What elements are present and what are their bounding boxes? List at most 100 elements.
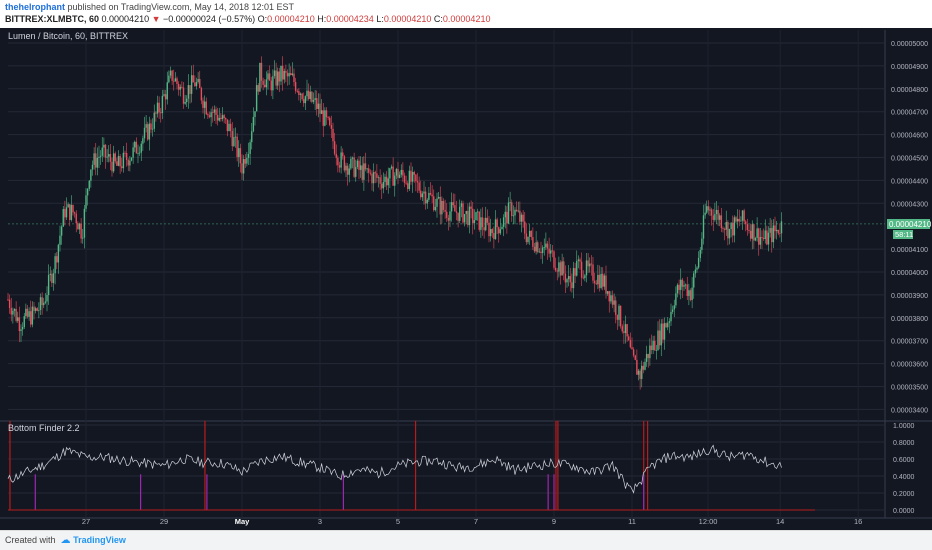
indicator-y-tick: 0.2000 [893,491,915,498]
candle [158,96,160,119]
candle [722,226,724,233]
candle [476,208,479,221]
candle [8,294,11,314]
candle [645,345,648,367]
candle [207,112,209,119]
tradingview-brand[interactable]: TradingView [73,535,126,545]
candle [80,218,82,244]
candle [678,279,680,295]
candle [395,167,398,180]
candle [371,170,373,191]
x-tick: 11 [628,517,636,526]
candle [632,347,635,358]
close-label: C: [433,14,443,24]
candle [51,270,53,288]
candle [767,226,770,252]
candle [25,303,27,319]
candle [452,193,454,208]
candle [697,251,700,270]
candle [390,164,393,170]
candle [281,56,284,91]
candle [101,137,103,163]
candle [455,200,458,221]
candle [353,152,355,179]
candle [223,113,225,124]
candle [730,222,732,238]
candle [233,128,235,148]
candle [286,69,289,86]
candle [759,227,762,249]
candle [532,227,534,250]
candle [707,200,710,215]
candle [769,217,771,238]
candle [377,175,380,188]
candle [485,206,487,232]
candle [145,114,147,133]
candle [333,132,336,156]
close-value: 0.00004210 [442,14,491,24]
candle [169,66,172,79]
candle [117,150,120,167]
candle [764,219,766,244]
candle [608,290,610,313]
candle [189,85,191,104]
price-chart[interactable]: 0.00005000 0.00004900 0.00004800 0.00004700… [0,0,932,530]
candle [218,107,220,122]
x-tick: 7 [474,517,478,526]
candle [554,257,557,272]
candle [397,161,399,185]
x-tick: 12:00 [699,517,718,526]
indicator-y-tick: 0.8000 [893,440,915,447]
candle [496,217,498,235]
candle [649,338,651,366]
candle [447,214,450,231]
candle [454,193,456,212]
candle [96,147,99,176]
candle [489,218,492,242]
candle [171,70,173,85]
candle [610,291,612,304]
candle [161,89,164,120]
candle [361,157,363,183]
candle [49,266,51,282]
candle [262,77,264,91]
candle [39,293,42,316]
candle [775,221,778,240]
candle [694,264,697,278]
candle [213,105,216,121]
candle [272,69,274,100]
candle [7,293,9,301]
candle [710,207,713,226]
candle [631,337,633,350]
candle [416,172,419,193]
current-price-label: 0.00004210 [889,220,932,229]
candle [449,202,451,228]
candle [317,93,320,118]
candle [307,83,310,101]
candle [95,143,97,176]
chart-title: Lumen / Bitcoin, 60, BITTREX [8,31,128,41]
candle [780,212,783,243]
author-link[interactable]: thehelrophant [5,2,65,12]
indicator-line [7,444,782,494]
candle [613,293,615,313]
candle [85,188,87,212]
candle [121,157,123,172]
candle [524,212,526,240]
candle [197,72,199,84]
candle [160,107,162,123]
candle [754,236,757,242]
candle [439,186,441,225]
candle [670,303,672,326]
candle [44,292,47,305]
candle [423,181,425,205]
candle [762,228,765,241]
candle [364,152,367,172]
candle [488,216,490,243]
candle [231,122,233,151]
candle [142,135,144,151]
candle [616,314,619,330]
candle [182,81,185,109]
candle [410,162,412,185]
candle [673,299,675,318]
